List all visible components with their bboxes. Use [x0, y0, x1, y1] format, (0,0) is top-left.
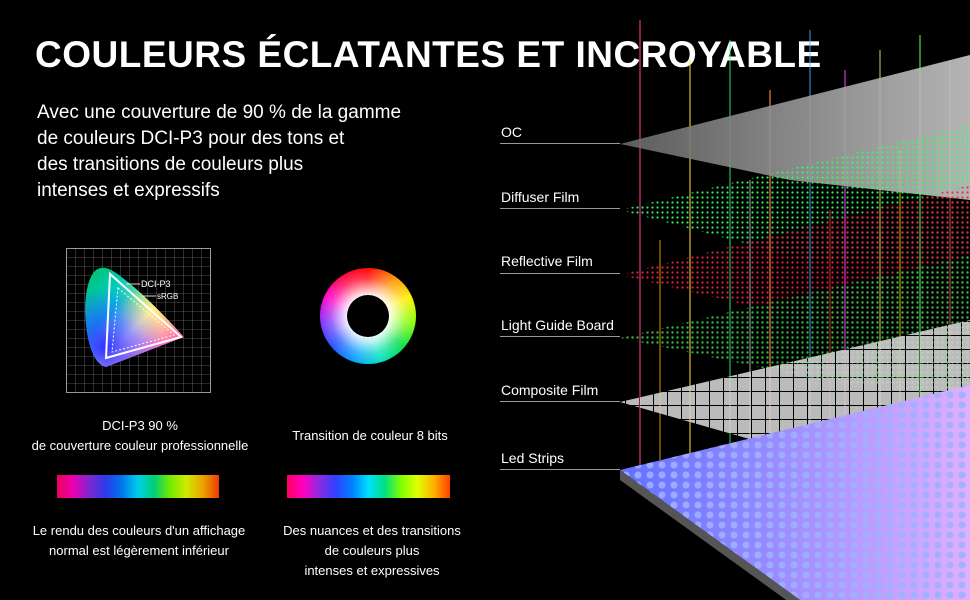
description-line: normal est légèrement inférieur — [49, 543, 229, 558]
caption-line: DCI-P3 90 % — [102, 418, 178, 433]
intro-line: intenses et expressifs — [37, 180, 220, 201]
intro-line: de couleurs DCI-P3 pour des tons et — [37, 128, 345, 149]
eight-bit-description: Des nuances et des transitions de couleu… — [262, 521, 482, 581]
layer-label-composite-film: Composite Film — [501, 382, 599, 398]
intro-line: Avec une couverture de 90 % de la gamme — [37, 102, 402, 123]
description-line: Le rendu des couleurs d'un affichage — [32, 523, 246, 538]
layer-label-diffuser-film: Diffuser Film — [501, 189, 580, 205]
caption-line: de couverture couleur professionnelle — [31, 438, 249, 453]
standard-description: Le rendu des couleurs d'un affichage nor… — [14, 521, 264, 561]
description-line: de couleurs plus — [324, 543, 420, 558]
layer-label-led-strips: Led Strips — [501, 450, 565, 466]
layer-label-light-guide-board: Light Guide Board — [501, 317, 614, 333]
leader-line — [500, 143, 620, 144]
leader-line — [500, 336, 620, 337]
dci-p3-triangle — [104, 271, 184, 360]
eight-bit-gradient-bar — [287, 475, 450, 498]
srgb-triangle — [111, 287, 176, 353]
description-line: intenses et expressives — [304, 563, 440, 578]
display-layers-illustration — [620, 20, 970, 600]
color-gamut-diagram: DCI-P3 sRGB — [66, 248, 211, 393]
layer-label-reflective-film: Reflective Film — [501, 253, 593, 269]
layer-label-oc: OC — [501, 124, 522, 140]
dci-p3-label: DCI-P3 — [141, 279, 171, 289]
intro-line: des transitions de couleurs plus — [37, 154, 304, 175]
description-line: Des nuances et des transitions — [283, 523, 461, 538]
color-wheel-icon — [320, 268, 416, 364]
leader-line — [500, 401, 620, 402]
leader-line — [500, 208, 620, 209]
leader-line — [500, 273, 620, 274]
standard-gradient-bar — [57, 475, 219, 498]
srgb-label: sRGB — [157, 292, 178, 301]
leader-line — [500, 469, 620, 470]
gamut-caption: DCI-P3 90 % de couverture couleur profes… — [20, 416, 260, 456]
bit-depth-caption: Transition de couleur 8 bits — [292, 428, 448, 443]
intro-text: Avec une couverture de 90 % de la gamme … — [37, 100, 467, 204]
